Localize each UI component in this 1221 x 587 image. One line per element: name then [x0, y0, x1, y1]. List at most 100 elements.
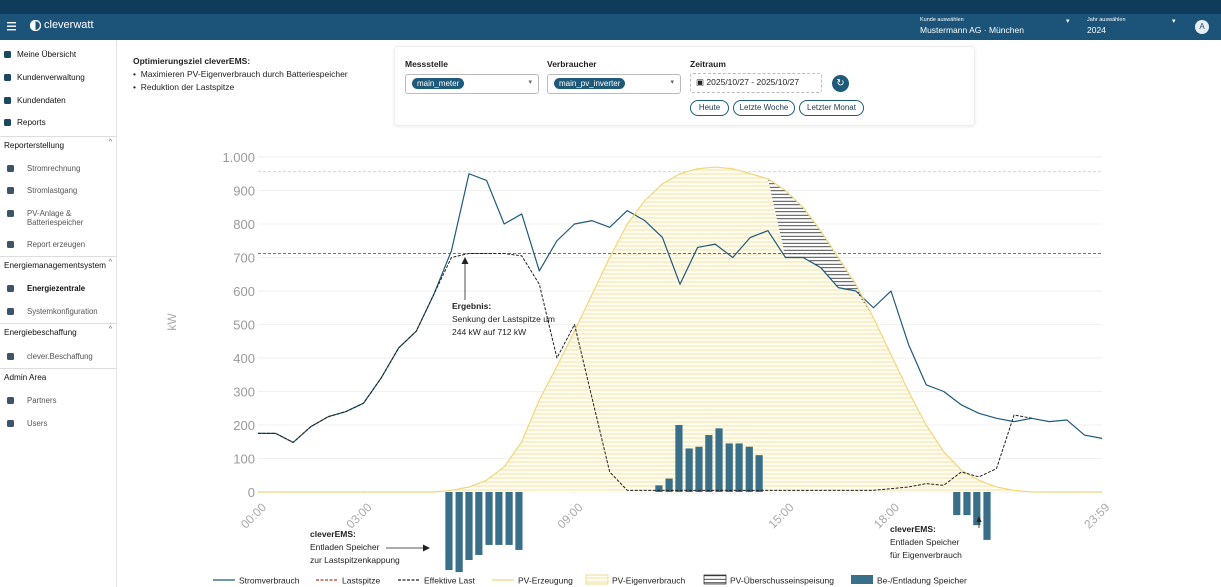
sidebar-label: Report erzeugen	[27, 240, 86, 249]
customer-label: Kunde auswählen	[920, 17, 964, 23]
chip: main_pv_inverter	[554, 78, 626, 89]
sidebar-icon	[7, 285, 14, 292]
top-strip	[0, 0, 1221, 14]
legend-label: PV-Erzeugung	[518, 576, 573, 586]
sidebar-item[interactable]: Partners	[0, 393, 116, 411]
button[interactable]: Heute	[690, 100, 729, 116]
bar	[495, 492, 503, 545]
y-tick-label: 1.000	[222, 150, 255, 165]
goal-title: Optimierungsziel cleverEMS:	[133, 56, 251, 66]
period-text: ▣ 2025/10/27 - 2025/10/27	[696, 77, 800, 87]
field-label: Messstelle	[405, 59, 448, 69]
y-axis-label: kW	[165, 313, 179, 331]
sidebar-icon	[7, 241, 14, 248]
sidebar-section[interactable]: Admin Area	[0, 368, 116, 387]
sidebar-icon	[7, 187, 14, 194]
legend-swatch	[585, 574, 609, 585]
period-value: 2025/10/27 - 2025/10/27	[706, 77, 800, 87]
bar	[755, 455, 763, 492]
bar	[705, 435, 713, 492]
bar	[475, 492, 483, 555]
sidebar: Meine Übersicht Kundenverwaltung Kundendat…	[0, 40, 117, 587]
sidebar-label: Kundendaten	[17, 96, 66, 105]
bar	[655, 485, 663, 492]
bar	[953, 492, 961, 516]
sidebar-label: Energiebeschaffung	[4, 328, 77, 337]
button[interactable]: Letzter Monat	[799, 100, 864, 116]
legend-label: Effektive Last	[424, 576, 476, 586]
goal-bullet: • Reduktion der Lastspitze	[133, 82, 235, 92]
sidebar-icon	[4, 74, 11, 81]
sidebar-label: Energiezentrale	[27, 284, 86, 293]
y-tick-label: 500	[233, 318, 255, 333]
goal-bullet-text: Reduktion der Lastspitze	[140, 82, 235, 92]
sidebar-item[interactable]: Report erzeugen	[0, 237, 116, 255]
sidebar-section[interactable]: ^ Reporterstellung	[0, 136, 116, 155]
legend-swatch	[703, 574, 727, 585]
goal-bullet-text: Maximieren PV-Eigenverbrauch durch Batte…	[140, 69, 348, 79]
sidebar-icon	[7, 308, 14, 315]
bar	[465, 492, 473, 561]
sidebar-label: Energiemanagementsystem	[4, 261, 106, 270]
sidebar-icon	[7, 420, 14, 427]
chevron: ^	[108, 259, 112, 266]
annotation: Ergebnis:	[452, 301, 491, 311]
sidebar-icon	[7, 165, 14, 172]
sidebar-item[interactable]: Stromrechnung	[0, 161, 116, 179]
year-select[interactable]: 2024	[1087, 25, 1106, 35]
annotation: Senkung der Lastspitze um	[452, 314, 555, 324]
sidebar-section[interactable]: ^ Energiemanagementsystem	[0, 256, 116, 275]
sidebar-label: Users	[27, 419, 48, 428]
bar	[983, 492, 991, 540]
measuring-point-select[interactable]: main_meter ▾	[405, 74, 539, 94]
y-tick-label: 800	[233, 217, 255, 232]
avatar[interactable]: A	[1195, 20, 1209, 34]
y-tick-label: 300	[233, 385, 255, 400]
line	[258, 252, 1032, 491]
y-tick-label: 900	[233, 184, 255, 199]
sidebar-item[interactable]: Reports	[0, 115, 116, 133]
bar	[515, 492, 523, 550]
dropdown-arrow: ▾	[1066, 18, 1070, 25]
sidebar-item[interactable]: Kundenverwaltung	[0, 70, 116, 88]
legend-label: Stromverbrauch	[239, 576, 300, 586]
y-tick-label: 0	[248, 485, 255, 500]
sidebar-item[interactable]: Systemkonfiguration	[0, 304, 116, 322]
button[interactable]: Letzte Woche	[733, 100, 795, 116]
field-label: Verbraucher	[547, 59, 597, 69]
goal-bullet: • Maximieren PV-Eigenverbrauch durch Bat…	[133, 69, 348, 79]
annotation: cleverEMS:	[310, 529, 356, 539]
sidebar-item[interactable]: Meine Übersicht	[0, 47, 116, 65]
menu-icon[interactable]	[7, 22, 17, 31]
bar	[485, 492, 493, 545]
y-tick-label: 600	[233, 284, 255, 299]
sidebar-item[interactable]: Users	[0, 416, 116, 434]
header-bar: cleverwatt Kunde auswählen Mustermann AG…	[0, 14, 1221, 40]
sidebar-item[interactable]: Energiezentrale	[0, 281, 116, 299]
y-tick-label: 700	[233, 251, 255, 266]
sidebar-section[interactable]: ^ Energiebeschaffung	[0, 323, 116, 342]
sidebar-label: Stromlastgang	[27, 186, 78, 195]
sidebar-item[interactable]: Kundendaten	[0, 93, 116, 111]
legend-label: Be-/Entladung Speicher	[877, 576, 967, 586]
sidebar-item[interactable]: Stromlastgang	[0, 183, 116, 201]
sidebar-item[interactable]: PV-Anlage & Batteriespeicher	[0, 206, 116, 232]
sidebar-label: Systemkonfiguration	[27, 307, 98, 316]
annotation: cleverEMS:	[890, 524, 936, 534]
sidebar-item[interactable]: clever.Beschaffung	[0, 349, 116, 367]
x-tick-label: 00:00	[238, 500, 269, 531]
bar	[665, 478, 673, 492]
customer-select[interactable]: Mustermann AG · München	[920, 25, 1024, 35]
bar	[695, 446, 703, 492]
x-tick-label: 15:00	[765, 500, 796, 531]
period-input[interactable]: ▣ 2025/10/27 - 2025/10/27	[690, 73, 822, 93]
line	[258, 166, 1102, 493]
annotation: 244 kW auf 712 kW	[452, 327, 526, 337]
bar	[455, 492, 463, 573]
consumer-select[interactable]: main_pv_inverter ▾	[547, 74, 681, 94]
refresh-button[interactable]: ↻	[832, 75, 849, 92]
logo-icon	[30, 20, 41, 31]
x-tick-label: 09:00	[554, 500, 585, 531]
sidebar-icon	[7, 353, 14, 360]
sidebar-label: Admin Area	[4, 373, 47, 382]
